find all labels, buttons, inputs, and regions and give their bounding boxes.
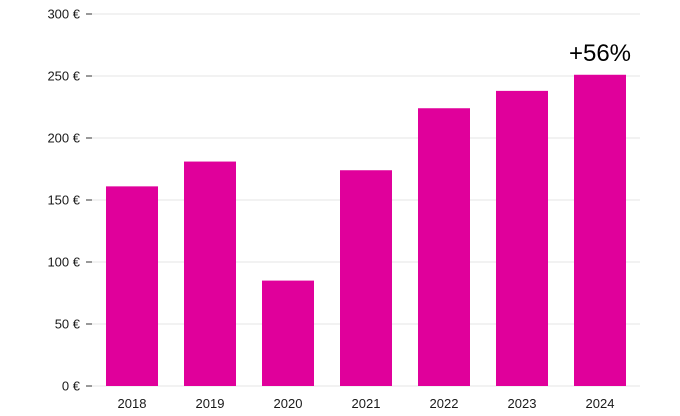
bar-2022	[418, 108, 470, 387]
bar-2024	[574, 74, 626, 386]
x-tick-label: 2022	[430, 396, 459, 411]
y-tick-label: 250 €	[47, 69, 80, 84]
x-tick-label: 2023	[508, 396, 537, 411]
x-tick-label: 2024	[586, 396, 615, 411]
y-tick-label: 300 €	[47, 7, 80, 22]
growth-annotation: +56%	[569, 40, 631, 67]
x-tick-label: 2021	[352, 396, 381, 411]
bar-2021	[340, 170, 392, 386]
y-tick-label: 150 €	[47, 193, 80, 208]
y-axis: 0 € 50 € 100 € 150 € 200 € 250 € 300 €	[47, 7, 92, 394]
y-tick-label: 200 €	[47, 131, 80, 146]
x-tick-label: 2019	[196, 396, 225, 411]
x-axis: 2018 2019 2020 2021 2022 2023 2024	[118, 396, 615, 411]
x-tick-label: 2018	[118, 396, 147, 411]
y-tick-label: 100 €	[47, 255, 80, 270]
x-tick-label: 2020	[274, 396, 303, 411]
y-tick-label: 50 €	[55, 317, 81, 332]
bar-2018	[106, 186, 158, 386]
y-tick-label: 0 €	[62, 379, 81, 394]
bars	[106, 74, 626, 387]
bar-2019	[184, 161, 236, 386]
bar-2023	[496, 90, 548, 386]
bar-2020	[262, 280, 314, 386]
